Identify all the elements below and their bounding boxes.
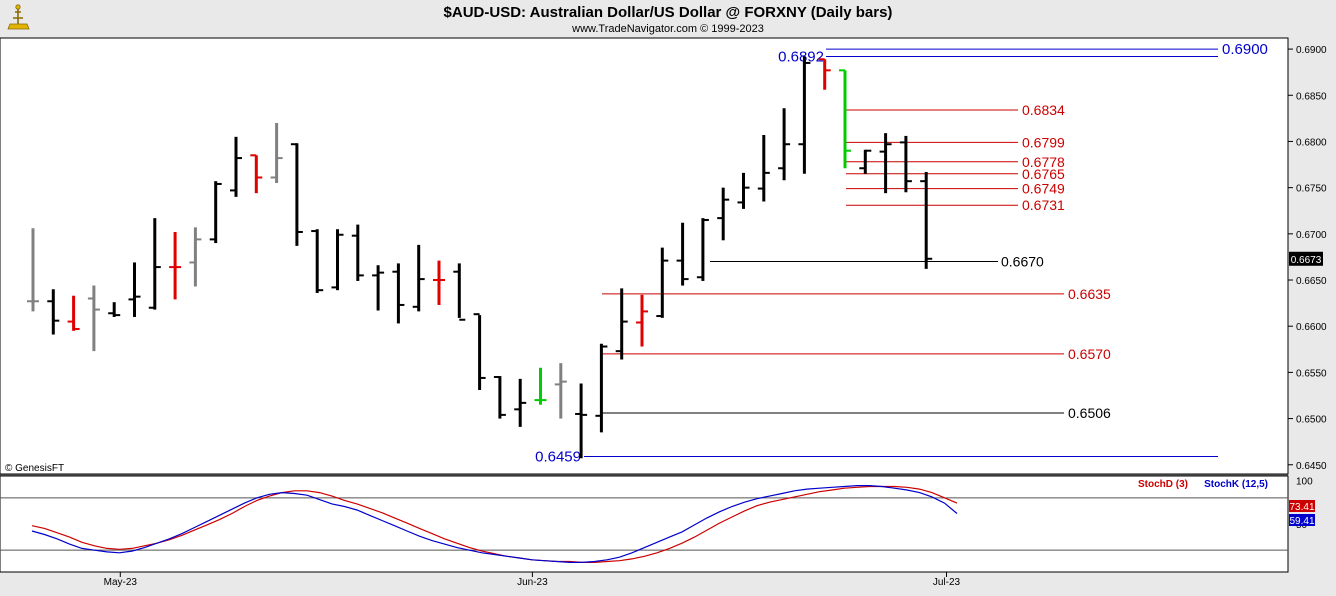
ohlc-bar [311,229,324,293]
legend-stochd: StochD (3) [1138,479,1188,490]
stochk-line [31,485,958,564]
ohlc-bar [47,289,60,335]
price-tick-label: 0.6600 [1296,322,1327,333]
watermark: © GenesisFT [5,463,64,474]
ohlc-bar [575,383,588,459]
ohlc-bar [920,171,933,269]
ohlc-bar [392,263,405,324]
ohlc-bar [818,58,831,90]
legend-stochk: StochK (12,5) [1204,479,1268,490]
stochd-value-box [1289,500,1315,512]
ohlc-bar [433,260,445,305]
price-tick-label: 0.6650 [1296,276,1327,287]
ohlc-bar [636,294,648,347]
price-tick-label: 0.6500 [1296,415,1327,426]
stoch-tick-label: 100 [1296,476,1313,487]
ohlc-bar [453,263,466,321]
last-price-tag: 0.6673 [1289,251,1323,266]
price-tick-label: 0.6850 [1296,91,1327,102]
ohlc-bar [87,285,100,352]
price-axis: 0.6900 0.6850 0.6800 0.6750 0.6700 0.6650 0.66… [1288,45,1327,472]
ohlc-bar [128,262,141,317]
level-label: 0.6765 [1022,166,1065,182]
ohlc-bar [676,222,689,286]
stochd-value-label: 73.41 [1289,502,1314,513]
ohlc-bar [656,247,669,318]
ohlc-bar [839,69,851,169]
ohlc-bar [737,172,750,209]
last-price-box [1289,251,1323,266]
ohlc-bar [879,133,892,194]
ohlc-bar [27,228,39,312]
price-tick-label: 0.6450 [1296,461,1327,472]
logo-icon [7,4,30,30]
ohlc-bar [67,295,80,331]
ohlc-bar [554,363,567,419]
stochk-value-box [1289,514,1315,526]
price-levels: 0.69000.68920.68340.67990.67780.67650.67… [535,41,1268,465]
price-tick-label: 0.6900 [1296,45,1327,56]
level-label: 0.6459 [535,448,581,465]
level-label: 0.6799 [1022,134,1065,150]
last-price-label: 0.6673 [1291,255,1322,266]
price-tick-label: 0.6550 [1296,368,1327,379]
ohlc-bar [899,135,912,193]
date-tick-label: Jun-23 [517,577,548,588]
ohlc-bar [615,288,628,360]
ohlc-bar [270,122,283,184]
level-label: 0.6670 [1001,254,1044,270]
ohlc-bars [27,56,933,459]
ohlc-bar [798,56,811,174]
ohlc-bar [108,302,121,317]
price-tick-label: 0.6800 [1296,137,1327,148]
ohlc-bar [717,187,730,241]
ohlc-bar [209,181,222,244]
ohlc-bar [595,343,608,433]
ohlc-bar [169,231,182,300]
chart-title: $AUD-USD: Australian Dollar/US Dollar @ … [444,4,893,21]
ohlc-bar [148,218,161,310]
date-tick-label: May-23 [104,577,138,588]
level-label: 0.6749 [1022,181,1065,197]
date-axis: May-23 Jun-23 Jul-23 [104,572,961,588]
price-tick-label: 0.6750 [1296,184,1327,195]
ohlc-bar [290,143,303,246]
level-label: 0.6892 [778,48,824,65]
level-label: 0.6506 [1068,405,1111,421]
ohlc-bar [778,108,791,181]
chart-subtitle: www.TradeNavigator.com © 1999-2023 [571,23,764,35]
level-label: 0.6570 [1068,346,1111,362]
level-label: 0.6778 [1022,154,1065,170]
ohlc-bar [372,265,385,311]
ohlc-bar [250,154,263,194]
ohlc-bar [331,229,344,291]
level-label: 0.6635 [1068,286,1111,302]
ohlc-bar [696,218,709,281]
ohlc-bar [473,313,486,390]
ohlc-bar [757,134,770,202]
ohlc-bar [534,367,547,405]
stochastic-panel [0,475,1289,573]
stochastic-lines [31,485,958,564]
price-tick-label: 0.6700 [1296,230,1327,241]
level-label: 0.6834 [1022,102,1065,118]
ohlc-bar [493,376,506,419]
stochd-line [31,485,958,564]
ohlc-bar [351,224,364,281]
ohlc-bar [859,149,872,174]
stochk-value-label: 59.41 [1289,516,1314,527]
ohlc-bar [230,136,242,197]
date-tick-label: Jul-23 [933,577,961,588]
ohlc-bar [514,378,527,427]
ohlc-bar [189,227,202,287]
level-label: 0.6900 [1222,41,1268,58]
price-panel [0,37,1289,475]
ohlc-bar [412,244,425,312]
level-label: 0.6731 [1022,197,1065,213]
